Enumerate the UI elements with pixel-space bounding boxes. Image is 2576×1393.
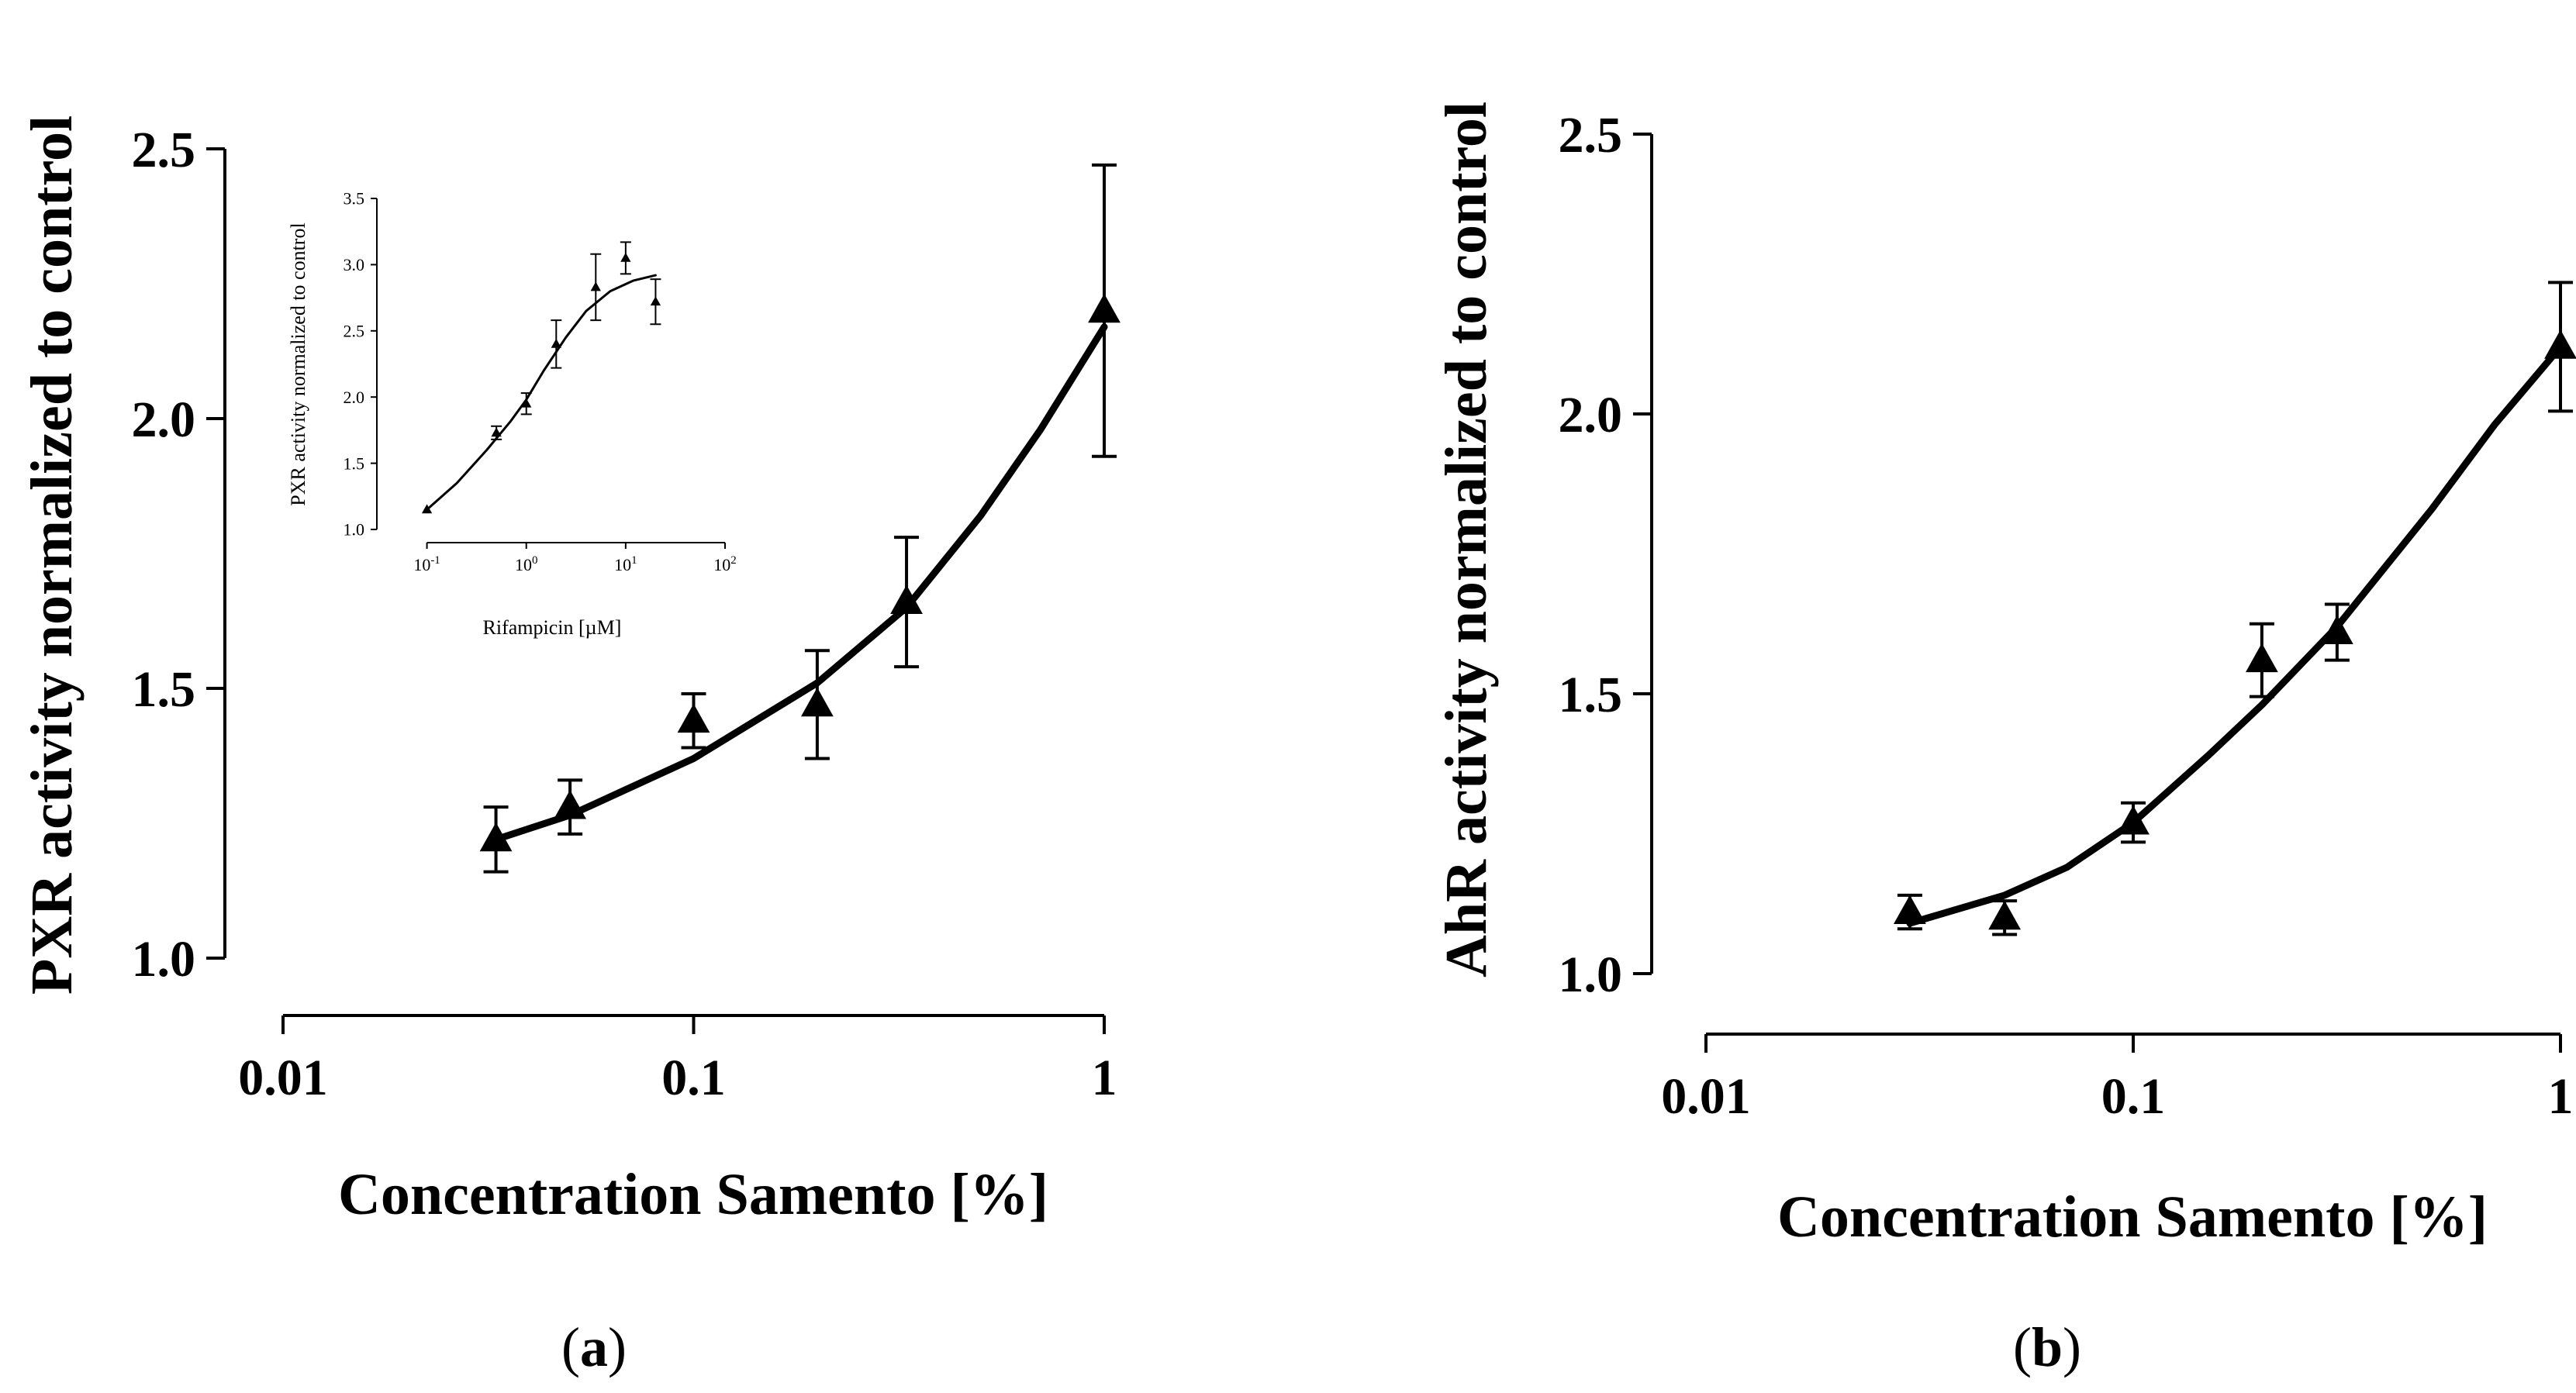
a-inset-x-tick-label: 10-1 xyxy=(413,554,440,574)
a-inset-x-tick-label: 101 xyxy=(614,554,637,574)
b-data-point xyxy=(2544,329,2576,359)
a-inset-x-tick-base: 10 xyxy=(713,555,730,574)
b-y-tick-label: 2.5 xyxy=(1559,107,1623,164)
b-x-tick-label: 0.01 xyxy=(1661,1068,1751,1125)
a-y-tick-label: 1.5 xyxy=(132,661,196,718)
a-x-tick-label: 1 xyxy=(1092,1050,1117,1106)
a-inset-fit-curve xyxy=(426,274,657,511)
a-inset-x-tick-label: 102 xyxy=(713,554,737,574)
a-inset-x-tick-base: 10 xyxy=(413,555,430,574)
a-inset-data-point xyxy=(421,504,433,514)
panel-b-label: (b) xyxy=(2013,1316,2081,1378)
a-inset-y-tick-label: 3.5 xyxy=(344,189,365,209)
a-data-point xyxy=(1088,293,1121,323)
b-data-point xyxy=(2320,615,2353,644)
a-inset-y-tick-label: 1.0 xyxy=(344,520,365,540)
panel-a-label: (a) xyxy=(561,1316,627,1378)
a-x-axis-title: Concentration Samento [%] xyxy=(338,1162,1048,1227)
b-data-point xyxy=(2245,643,2278,673)
a-inset-data-point xyxy=(650,296,661,306)
a-data-point xyxy=(554,790,587,819)
a-inset-x-tick-base: 10 xyxy=(614,555,631,574)
b-x-axis-title: Concentration Samento [%] xyxy=(1777,1184,2488,1250)
a-data-point xyxy=(677,703,710,733)
b-y-axis-title: AhR activity normalized to control xyxy=(1434,102,1499,978)
a-inset-x-tick-base: 10 xyxy=(515,555,532,574)
a-inset-data-point xyxy=(551,338,561,348)
a-inset-y-tick-label: 3.0 xyxy=(344,255,365,274)
a-data-point xyxy=(890,584,923,615)
panel-a-inset-chart: 1.01.52.02.53.03.510-1 100 101 102Rifampici… xyxy=(287,189,737,639)
a-inset-data-point xyxy=(590,281,601,291)
a-x-tick-label: 0.1 xyxy=(661,1050,726,1106)
a-y-tick-label: 2.5 xyxy=(132,122,196,178)
b-y-tick-label: 1.0 xyxy=(1559,946,1623,1003)
a-inset-data-point xyxy=(521,398,532,408)
b-x-tick-label: 0.1 xyxy=(2101,1068,2166,1125)
a-y-tick-label: 1.0 xyxy=(132,931,196,988)
a-inset-data-point xyxy=(491,427,502,437)
a-inset-x-axis-title: Rifampicin [µM] xyxy=(483,616,622,639)
a-fit-curve xyxy=(492,323,1108,843)
a-inset-data-point xyxy=(620,252,631,262)
a-y-tick-label: 2.0 xyxy=(132,391,196,448)
a-x-tick-label: 0.01 xyxy=(238,1050,328,1106)
b-data-point xyxy=(1893,895,1926,924)
a-inset-x-tick-exp: 1 xyxy=(631,554,637,567)
b-y-tick-label: 2.0 xyxy=(1559,387,1623,443)
a-inset-x-tick-exp: -1 xyxy=(430,554,440,567)
b-data-point xyxy=(2117,805,2150,835)
a-inset-y-tick-label: 2.0 xyxy=(344,388,365,407)
a-data-point xyxy=(800,687,834,717)
b-data-point xyxy=(1988,900,2022,930)
a-inset-x-tick-exp: 2 xyxy=(730,554,737,567)
panel-b-chart: 1.0 1.5 2.0 2.5 0.01 0.1 1 Concentration Sament… xyxy=(1434,102,2576,1250)
a-inset-y-tick-label: 1.5 xyxy=(344,453,365,473)
panel-a-chart: 1.0 1.5 2.0 2.5 0.01 0.1 1 Concentration Sament… xyxy=(19,116,1121,1227)
b-fit-curve xyxy=(1906,343,2564,927)
a-inset-x-tick-exp: 0 xyxy=(532,554,538,567)
a-data-point xyxy=(479,822,513,852)
b-y-tick-label: 1.5 xyxy=(1559,667,1623,723)
b-x-tick-label: 1 xyxy=(2548,1068,2574,1125)
a-y-axis-title: PXR activity normalized to control xyxy=(19,116,85,995)
a-inset-y-axis-title: PXR activity normalized to control xyxy=(287,222,309,505)
a-inset-x-tick-label: 100 xyxy=(515,554,538,574)
a-inset-y-tick-label: 2.5 xyxy=(344,322,365,341)
